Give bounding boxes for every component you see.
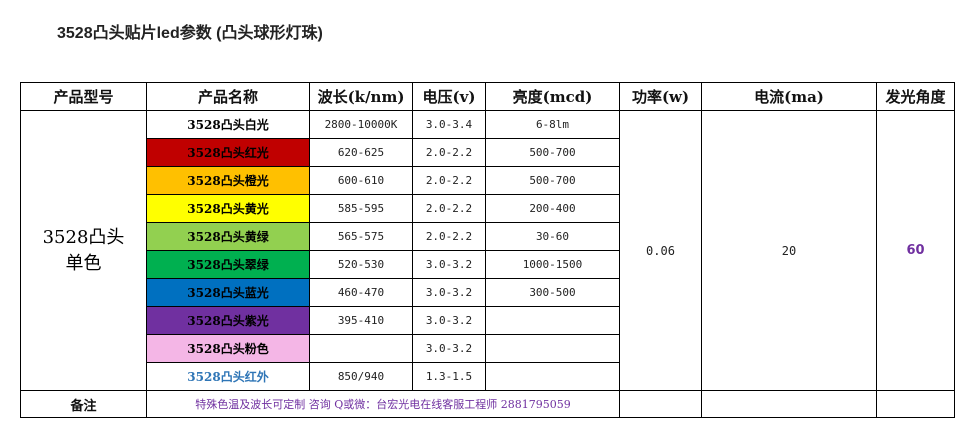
brightness-cell [485, 362, 620, 391]
header-current: 电流(ma) [701, 82, 877, 111]
product-name-cell: 3528凸头红光 [146, 138, 310, 167]
spec-table: 产品型号 产品名称 波长(k/nm) 电压(v) 亮度(mcd) 功率(w) 电… [20, 82, 955, 418]
brightness-cell: 500-700 [485, 138, 620, 167]
voltage-cell: 2.0-2.2 [412, 194, 486, 223]
table-row: 3528凸头 单色 3528凸头白光 2800-10000K 3.0-3.4 6-8lm 0… [20, 110, 955, 391]
note-empty-cell [876, 390, 955, 418]
wavelength-cell [309, 334, 413, 363]
power-cell: 0.06 [619, 110, 702, 391]
table-row: 3528凸头黄光 585-595 2.0-2.2 200-400 [21, 194, 955, 223]
page-title: 3528凸头贴片led参数 (凸头球形灯珠) [57, 25, 323, 42]
note-label: 备注 [20, 390, 147, 418]
table-row: 3528凸头黄绿 565-575 2.0-2.2 30-60 [21, 222, 955, 251]
product-name-cell: 3528凸头紫光 [146, 306, 310, 335]
angle-cell: 60 [876, 110, 955, 391]
brightness-cell: 1000-1500 [485, 250, 620, 279]
wavelength-cell: 600-610 [309, 166, 413, 195]
wavelength-cell: 2800-10000K [309, 110, 413, 139]
wavelength-cell: 565-575 [309, 222, 413, 251]
brightness-cell: 500-700 [485, 166, 620, 195]
current-cell: 20 [701, 110, 877, 391]
product-name-cell: 3528凸头白光 [146, 110, 310, 139]
product-name-cell: 3528凸头橙光 [146, 166, 310, 195]
voltage-cell: 3.0-3.4 [412, 110, 486, 139]
header-power: 功率(w) [619, 82, 702, 111]
header-angle: 发光角度 [876, 82, 955, 111]
header-row: 产品型号 产品名称 波长(k/nm) 电压(v) 亮度(mcd) 功率(w) 电… [20, 82, 955, 111]
brightness-cell: 30-60 [485, 222, 620, 251]
product-name-cell: 3528凸头粉色 [146, 334, 310, 363]
header-voltage: 电压(v) [412, 82, 486, 111]
table-row: 3528凸头粉色 3.0-3.2 [21, 334, 955, 363]
table-row: 3528凸头红光 620-625 2.0-2.2 500-700 [21, 138, 955, 167]
wavelength-cell: 620-625 [309, 138, 413, 167]
brightness-cell: 200-400 [485, 194, 620, 223]
header-model: 产品型号 [20, 82, 147, 111]
wavelength-cell: 460-470 [309, 278, 413, 307]
voltage-cell: 3.0-3.2 [412, 306, 486, 335]
wavelength-cell: 850/940 [309, 362, 413, 391]
product-name-cell: 3528凸头黄绿 [146, 222, 310, 251]
table-row: 3528凸头橙光 600-610 2.0-2.2 500-700 [21, 166, 955, 195]
wavelength-cell: 395-410 [309, 306, 413, 335]
voltage-cell: 3.0-3.2 [412, 250, 486, 279]
header-product-name: 产品名称 [146, 82, 310, 111]
product-name-cell: 3528凸头黄光 [146, 194, 310, 223]
note-row: 备注 特殊色温及波长可定制 咨询 Q或微：台宏光电在线客服工程师 2881795… [20, 390, 955, 418]
brightness-cell: 6-8lm [485, 110, 620, 139]
voltage-cell: 3.0-3.2 [412, 278, 486, 307]
header-brightness: 亮度(mcd) [485, 82, 620, 111]
table-row: 3528凸头翠绿 520-530 3.0-3.2 1000-1500 [21, 250, 955, 279]
note-empty-cell [619, 390, 702, 418]
product-name-cell: 3528凸头翠绿 [146, 250, 310, 279]
wavelength-cell: 520-530 [309, 250, 413, 279]
note-empty-cell [701, 390, 877, 418]
wavelength-cell: 585-595 [309, 194, 413, 223]
voltage-cell: 2.0-2.2 [412, 222, 486, 251]
header-wavelength: 波长(k/nm) [309, 82, 413, 111]
voltage-cell: 2.0-2.2 [412, 166, 486, 195]
voltage-cell: 3.0-3.2 [412, 334, 486, 363]
note-text: 特殊色温及波长可定制 咨询 Q或微：台宏光电在线客服工程师 2881795059 [146, 390, 620, 418]
brightness-cell [485, 306, 620, 335]
product-name-cell: 3528凸头红外 [146, 362, 310, 391]
brightness-cell [485, 334, 620, 363]
voltage-cell: 1.3-1.5 [412, 362, 486, 391]
brightness-cell: 300-500 [485, 278, 620, 307]
table-row: 3528凸头蓝光 460-470 3.0-3.2 300-500 [21, 278, 955, 307]
product-name-cell: 3528凸头蓝光 [146, 278, 310, 307]
voltage-cell: 2.0-2.2 [412, 138, 486, 167]
model-group-cell: 3528凸头 单色 [20, 110, 147, 391]
